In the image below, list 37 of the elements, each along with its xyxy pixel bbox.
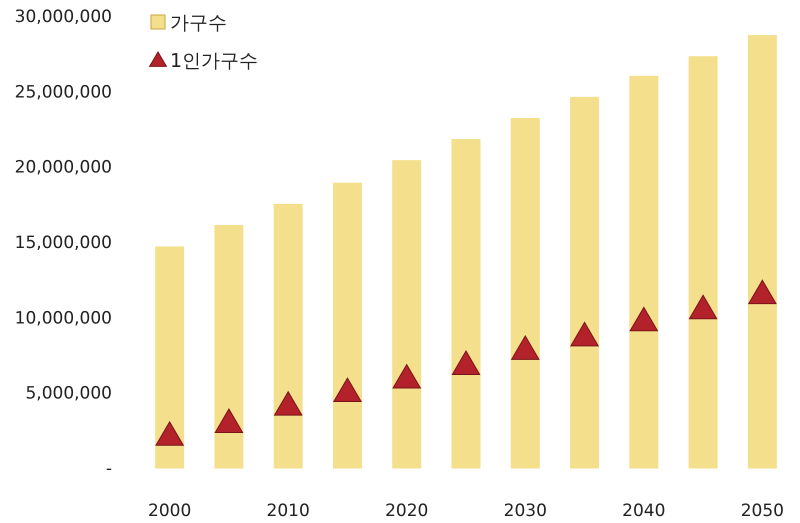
bar bbox=[629, 76, 658, 468]
point bbox=[452, 350, 480, 375]
point bbox=[392, 364, 421, 388]
bar bbox=[510, 118, 540, 468]
point bbox=[688, 294, 718, 320]
bar bbox=[332, 182, 362, 468]
x-tick-label: 2030 bbox=[504, 501, 547, 521]
bar bbox=[155, 246, 184, 468]
point bbox=[630, 306, 658, 332]
y-tick-label: 20,000,000 bbox=[14, 158, 112, 178]
bar bbox=[392, 160, 422, 468]
bar bbox=[688, 56, 718, 468]
x-tick-label: 2000 bbox=[148, 501, 192, 521]
x-tick-label: 2050 bbox=[740, 501, 784, 521]
point bbox=[274, 391, 302, 416]
x-tick-label: 2040 bbox=[622, 501, 666, 521]
point bbox=[570, 322, 599, 346]
point bbox=[333, 378, 362, 402]
bar bbox=[570, 96, 600, 468]
y-tick-label: 15,000,000 bbox=[14, 233, 112, 253]
y-tick-label: 25,000,000 bbox=[14, 82, 112, 102]
point bbox=[155, 421, 184, 446]
y-tick-label: 5,000,000 bbox=[25, 384, 112, 404]
point bbox=[214, 408, 244, 433]
legend-label: 가구수 bbox=[170, 12, 227, 34]
x-tick-label: 2020 bbox=[385, 501, 428, 521]
x-tick-label: 2010 bbox=[266, 501, 310, 521]
point bbox=[748, 280, 777, 304]
y-tick-label: 10,000,000 bbox=[14, 308, 112, 328]
y-tick-label: - bbox=[106, 459, 112, 479]
point bbox=[511, 335, 540, 360]
bar bbox=[748, 35, 777, 468]
legend-label: 1인가구수 bbox=[170, 50, 258, 72]
y-tick-label: 30,000,000 bbox=[14, 7, 112, 27]
bar bbox=[214, 224, 244, 468]
bar bbox=[274, 204, 303, 468]
bar bbox=[452, 139, 480, 468]
